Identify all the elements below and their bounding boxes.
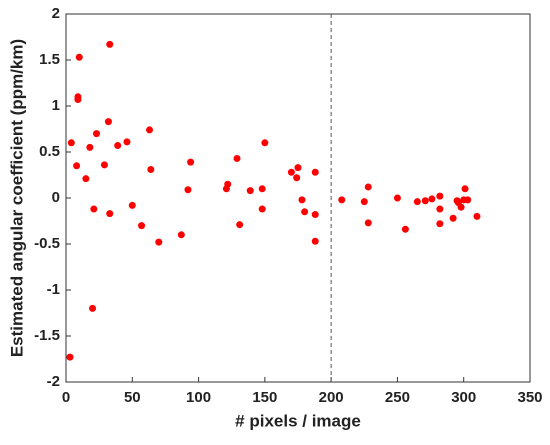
point bbox=[311, 211, 319, 219]
point bbox=[128, 201, 136, 209]
point bbox=[461, 185, 469, 193]
y-tick-label: 2 bbox=[52, 5, 60, 22]
point bbox=[75, 53, 83, 61]
point bbox=[236, 221, 244, 229]
point bbox=[90, 205, 98, 213]
point bbox=[258, 205, 266, 213]
x-tick-label: 100 bbox=[186, 389, 211, 406]
point bbox=[364, 183, 372, 191]
point bbox=[246, 187, 254, 195]
point bbox=[294, 164, 302, 172]
y-tick-label: 1.5 bbox=[39, 51, 60, 68]
x-tick-label: 50 bbox=[124, 389, 141, 406]
point bbox=[261, 139, 269, 147]
point bbox=[287, 168, 295, 176]
point bbox=[436, 220, 444, 228]
point bbox=[146, 126, 154, 134]
point bbox=[74, 93, 82, 101]
point bbox=[114, 142, 122, 150]
point bbox=[301, 208, 309, 216]
point bbox=[436, 192, 444, 200]
x-tick-label: 0 bbox=[62, 389, 70, 406]
point bbox=[224, 180, 232, 188]
point bbox=[66, 353, 74, 361]
point bbox=[449, 214, 457, 222]
point bbox=[360, 198, 368, 206]
point bbox=[106, 210, 114, 218]
point bbox=[184, 186, 192, 194]
point bbox=[413, 198, 421, 206]
point bbox=[106, 40, 114, 48]
point bbox=[86, 143, 94, 151]
point bbox=[464, 196, 472, 204]
point bbox=[92, 130, 100, 138]
x-tick-label: 150 bbox=[252, 389, 277, 406]
plot-frame bbox=[65, 13, 531, 383]
point bbox=[393, 194, 401, 202]
point bbox=[311, 168, 319, 176]
point bbox=[364, 219, 372, 227]
point bbox=[473, 212, 481, 220]
point bbox=[187, 158, 195, 166]
y-tick-label: 0 bbox=[52, 189, 60, 206]
point bbox=[138, 222, 146, 230]
point bbox=[233, 154, 241, 162]
x-tick-label: 300 bbox=[451, 389, 476, 406]
point bbox=[155, 238, 163, 246]
point bbox=[428, 195, 436, 203]
point bbox=[177, 231, 185, 239]
point bbox=[100, 161, 108, 169]
y-axis-label: Estimated angular coefficient (ppm/km) bbox=[7, 39, 26, 357]
y-tick-label: -0.5 bbox=[34, 235, 60, 252]
x-tick-label: 200 bbox=[319, 389, 344, 406]
point bbox=[293, 174, 301, 182]
y-tick-label: -2 bbox=[47, 373, 60, 390]
y-tick-label: 1 bbox=[52, 97, 60, 114]
point bbox=[147, 165, 155, 173]
y-tick-label: -1.5 bbox=[34, 327, 60, 344]
point bbox=[67, 139, 75, 147]
point bbox=[104, 118, 112, 126]
point bbox=[457, 203, 465, 211]
x-tick-label: 250 bbox=[385, 389, 410, 406]
point bbox=[82, 175, 90, 183]
x-axis-label: # pixels / image bbox=[235, 411, 361, 430]
point bbox=[401, 225, 409, 233]
point bbox=[311, 237, 319, 245]
point bbox=[338, 196, 346, 204]
point bbox=[73, 162, 81, 170]
point bbox=[436, 205, 444, 213]
y-tick-label: -1 bbox=[47, 281, 60, 298]
y-tick-label: 0.5 bbox=[39, 143, 60, 160]
x-tick-label: 350 bbox=[517, 389, 542, 406]
point bbox=[89, 304, 97, 312]
point bbox=[123, 138, 131, 146]
point bbox=[258, 185, 266, 193]
point bbox=[421, 197, 429, 205]
point bbox=[298, 196, 306, 204]
